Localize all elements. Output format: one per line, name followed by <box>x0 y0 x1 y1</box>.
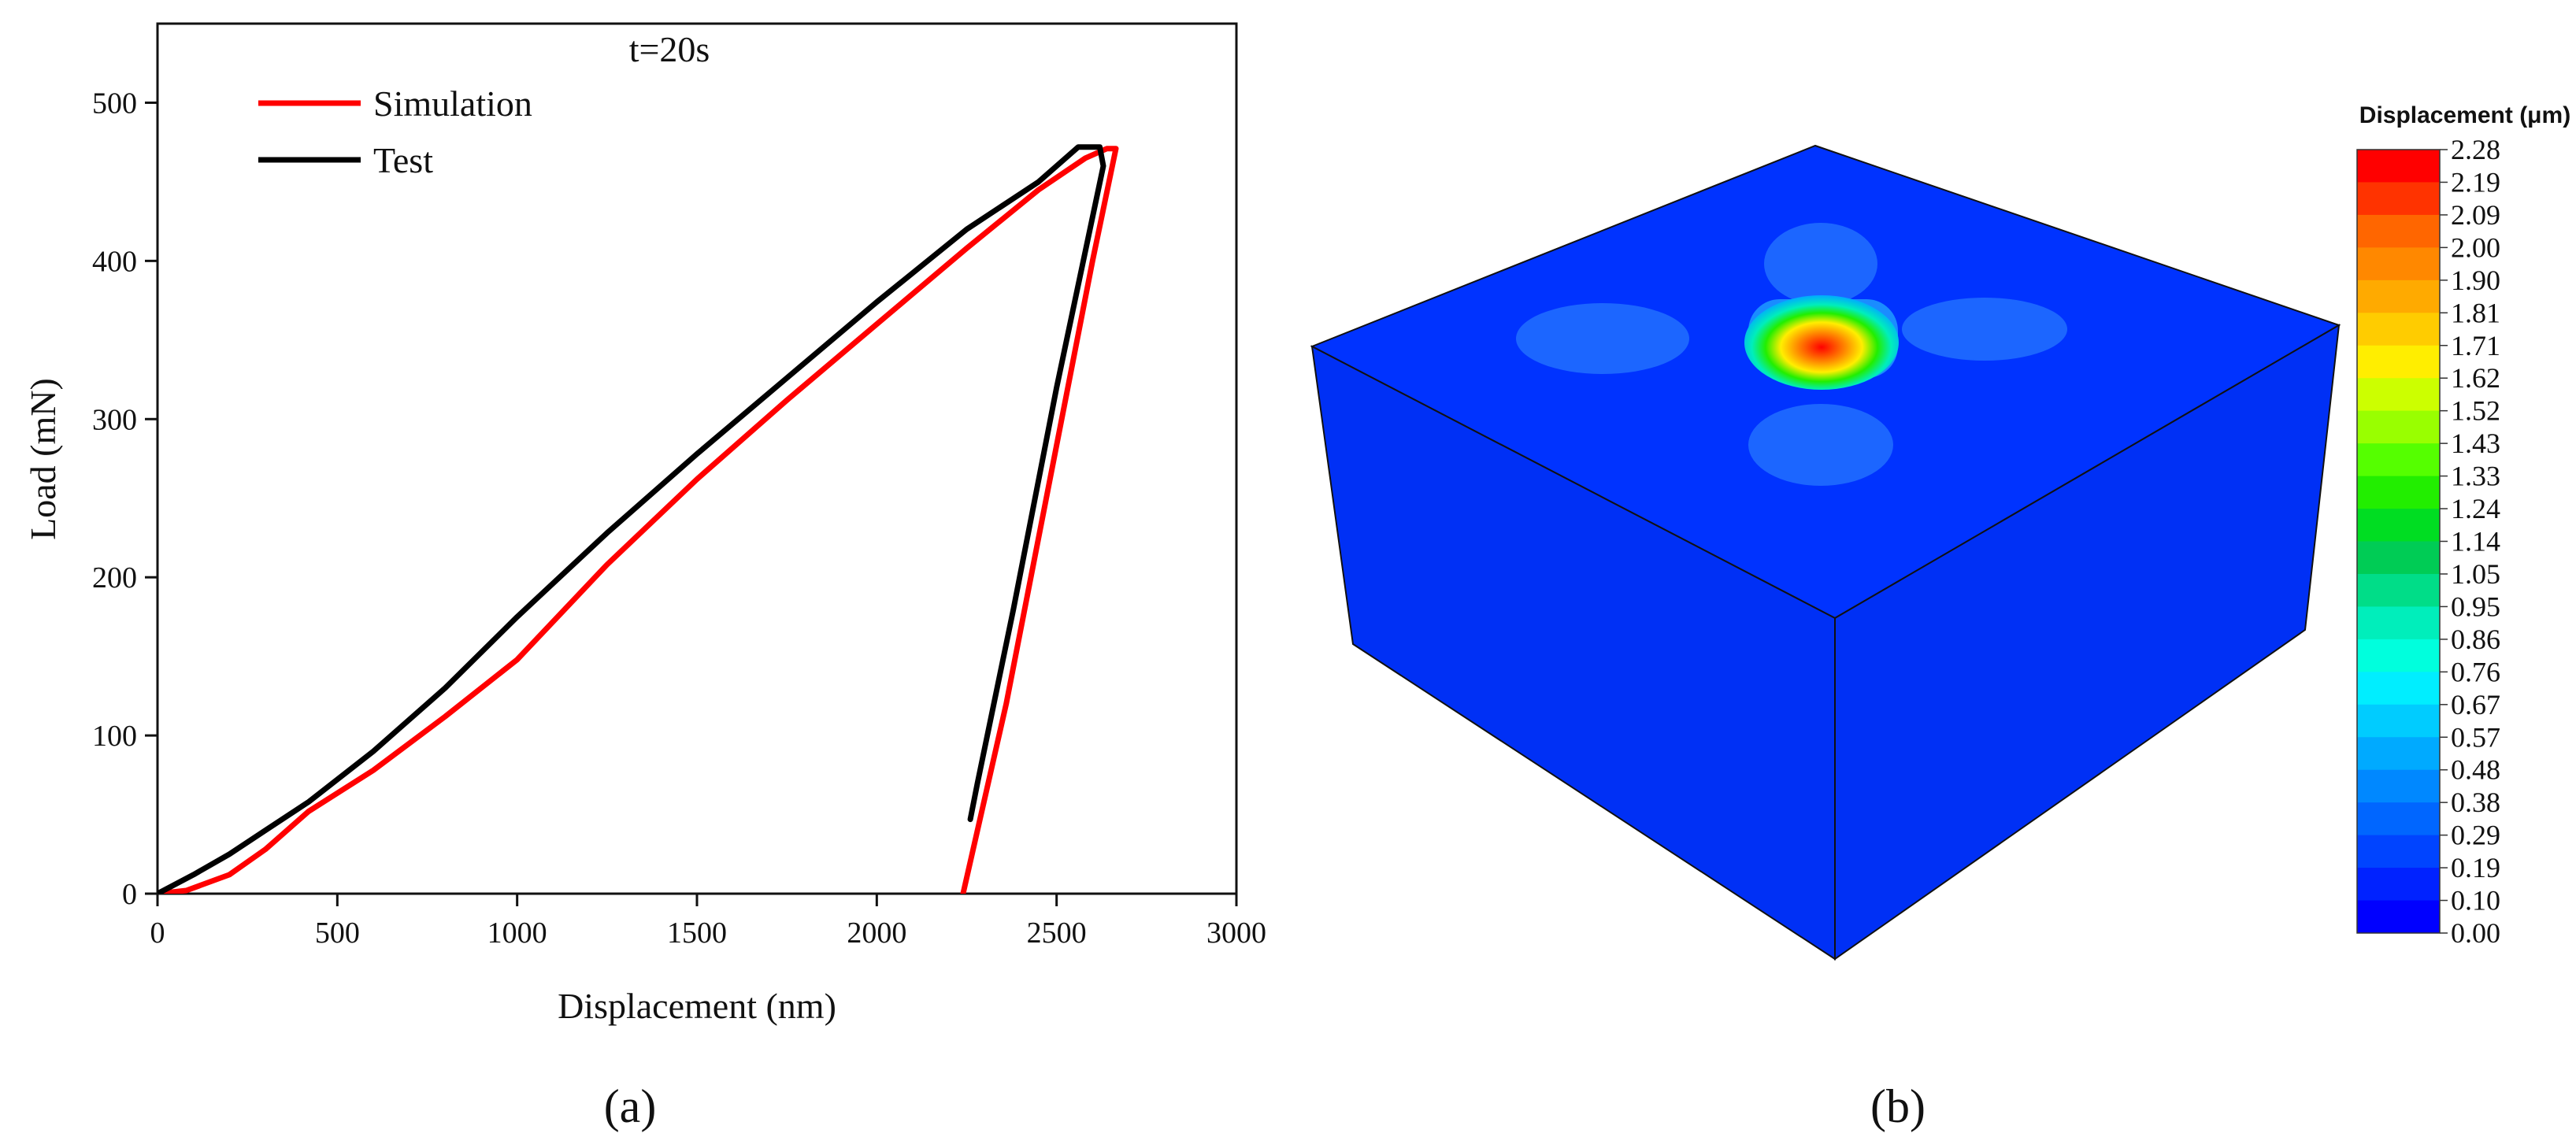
colorbar-level-label: 0.19 <box>2451 852 2500 883</box>
y-tick-label: 300 <box>92 403 137 436</box>
colorbar-swatch <box>2357 247 2440 281</box>
colorbar-level-label: 1.33 <box>2451 461 2500 492</box>
load-displacement-chart: 0 500 1000 1500 2000 2500 3000 0 100 200 300 400 50… <box>23 22 1266 1132</box>
panel-label-a: (a) <box>604 1080 657 1132</box>
colorbar-level-label: 1.71 <box>2451 330 2500 361</box>
x-tick-label: 3000 <box>1206 917 1266 950</box>
displacement-contours <box>1516 223 2067 486</box>
colorbar-level-label: 1.81 <box>2451 297 2500 328</box>
x-axis-ticks: 0 500 1000 1500 2000 2500 3000 <box>150 894 1266 950</box>
colorbar-level-label: 2.19 <box>2451 166 2500 198</box>
colorbar-swatch <box>2357 476 2440 509</box>
legend-label-simulation: Simulation <box>373 83 532 124</box>
panel-label-b: (b) <box>1870 1080 1926 1132</box>
series-layer <box>158 144 1119 894</box>
lobe-right <box>1902 298 2067 361</box>
y-tick-label: 500 <box>92 87 137 120</box>
colorbar-swatch <box>2357 280 2440 313</box>
x-tick-label: 500 <box>315 917 360 950</box>
colorbar-level-label: 2.00 <box>2451 231 2500 263</box>
colorbar-level-label: 1.62 <box>2451 362 2500 394</box>
legend: Simulation Test <box>258 83 532 180</box>
block-right-face <box>1834 324 2341 961</box>
y-tick-label: 200 <box>92 561 137 594</box>
colorbar-level-label: 1.24 <box>2451 493 2500 524</box>
colorbar-level-label: 0.29 <box>2451 820 2500 851</box>
colorbar-swatch <box>2357 345 2440 379</box>
colorbar-swatch <box>2357 900 2440 934</box>
colorbar-swatch <box>2357 150 2440 183</box>
y-tick-label: 100 <box>92 720 137 753</box>
colorbar-level-label: 0.95 <box>2451 591 2500 622</box>
colorbar-swatch <box>2357 704 2440 738</box>
x-tick-label: 0 <box>150 917 165 950</box>
colorbar-level-label: 2.28 <box>2451 134 2500 165</box>
colorbar-level-label: 0.48 <box>2451 754 2500 786</box>
colorbar-level-label: 1.52 <box>2451 395 2500 427</box>
colorbar-swatch <box>2357 182 2440 216</box>
colorbar-level-label: 1.43 <box>2451 428 2500 459</box>
x-tick-label: 2000 <box>847 917 906 950</box>
colorbar: 2.282.192.092.001.901.811.711.621.521.43… <box>2356 134 2500 949</box>
x-axis-title: Displacement (nm) <box>558 986 836 1026</box>
lobe-left <box>1516 303 1689 374</box>
colorbar-swatch <box>2357 769 2440 803</box>
colorbar-level-label: 0.00 <box>2451 917 2500 949</box>
lobe-top <box>1764 223 1877 305</box>
colorbar-level-label: 0.67 <box>2451 689 2500 720</box>
colorbar-title: Displacement (μm) <box>2359 102 2570 128</box>
chart-title: t=20s <box>629 29 710 69</box>
colorbar-level-label: 0.38 <box>2451 787 2500 818</box>
colorbar-swatch <box>2357 868 2440 902</box>
colorbar-swatch <box>2357 737 2440 771</box>
colorbar-swatch <box>2357 443 2440 477</box>
x-tick-label: 2500 <box>1027 917 1087 950</box>
plot-frame <box>156 22 1238 895</box>
x-tick-label: 1000 <box>487 917 547 950</box>
y-tick-label: 0 <box>122 878 137 911</box>
colorbar-swatch <box>2357 541 2440 575</box>
x-tick-label: 1500 <box>667 917 727 950</box>
y-axis-title: Load (mN) <box>23 378 63 540</box>
colorbar-level-label: 0.86 <box>2451 624 2500 655</box>
legend-label-test: Test <box>373 140 433 180</box>
colorbar-level-label: 2.09 <box>2451 199 2500 231</box>
lobe-bottom <box>1748 404 1893 486</box>
series-line-test <box>158 144 1106 894</box>
colorbar-swatch <box>2357 214 2440 248</box>
colorbar-swatch <box>2357 509 2440 542</box>
colorbar-level-label: 0.10 <box>2451 885 2500 917</box>
colorbar-level-label: 0.57 <box>2451 721 2500 753</box>
colorbar-swatch <box>2357 835 2440 868</box>
colorbar-swatch <box>2357 573 2440 607</box>
colorbar-swatch <box>2357 606 2440 640</box>
y-axis-ticks: 0 100 200 300 400 500 <box>92 87 158 911</box>
displacement-contour-panel: Displacement (μm) 2.282.192.092.001.901.… <box>1310 102 2570 1132</box>
colorbar-swatch <box>2357 802 2440 836</box>
series-line-simulation <box>158 146 1119 894</box>
y-tick-label: 400 <box>92 245 137 278</box>
colorbar-swatch <box>2357 672 2440 705</box>
colorbar-level-label: 0.76 <box>2451 656 2500 687</box>
colorbar-swatch <box>2357 410 2440 444</box>
colorbar-level-label: 1.05 <box>2451 558 2500 590</box>
indent-hotspot <box>1744 295 1899 390</box>
colorbar-swatch <box>2357 313 2440 346</box>
colorbar-level-label: 1.14 <box>2451 526 2500 557</box>
colorbar-swatch <box>2357 639 2440 672</box>
colorbar-level-label: 1.90 <box>2451 265 2500 296</box>
colorbar-swatch <box>2357 378 2440 412</box>
